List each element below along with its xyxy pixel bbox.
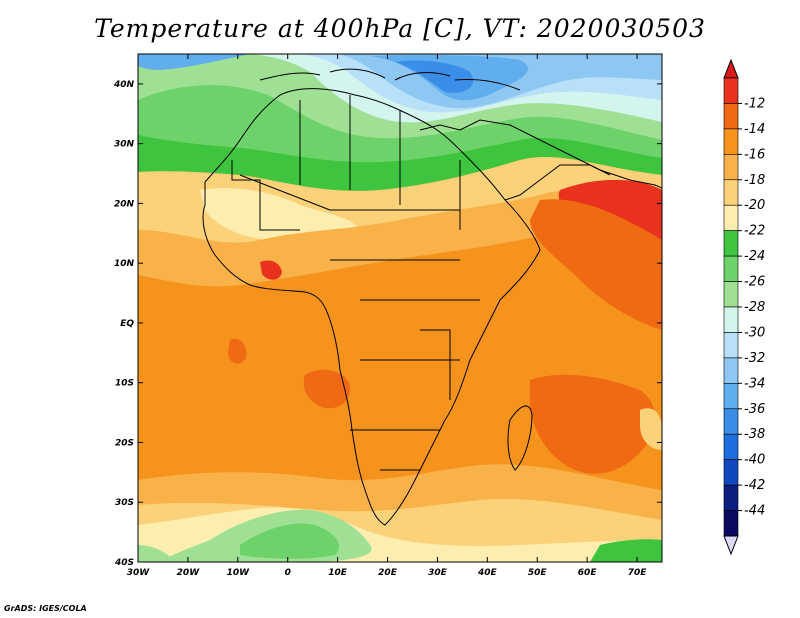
colorbar-swatch <box>723 408 739 435</box>
lat-label: 30S <box>115 498 134 508</box>
colorbar-label: -28 <box>744 300 765 315</box>
colorbar-swatch <box>723 357 739 384</box>
colorbar-swatch <box>723 154 739 181</box>
colorbar-swatch <box>723 230 739 257</box>
lon-label: 60E <box>578 568 598 578</box>
lon-label: 20E <box>378 568 398 578</box>
colorbar-swatch <box>723 306 739 333</box>
colorbar-label: -12 <box>744 96 765 111</box>
colorbar-label: -22 <box>744 224 765 239</box>
lat-label: 10S <box>115 379 134 389</box>
colorbar-swatch <box>723 255 739 282</box>
lat-label: 10N <box>114 259 135 269</box>
map-border <box>137 53 663 563</box>
colorbar-under-arrow <box>723 535 739 556</box>
lon-label: 50E <box>528 568 548 578</box>
credit-text: GrADS: IGES/COLA <box>4 604 87 613</box>
colorbar-label: -36 <box>744 402 765 417</box>
colorbar-over-arrow <box>723 58 739 79</box>
lat-label: EQ <box>120 319 134 329</box>
colorbar-label: -44 <box>744 504 765 519</box>
colorbar: -12 -14 -16 -18 -20 -22 -24 -26 -28 -30 -32 -34 -36 -… <box>723 58 765 556</box>
colorbar-label: -24 <box>744 249 765 264</box>
lat-label: 40S <box>114 558 134 568</box>
colorbar-swatch <box>723 484 739 511</box>
latitude-axis: 40N 30N 20N 10N EQ 10S 20S 30S 40S <box>113 80 662 568</box>
coastlines <box>202 68 662 526</box>
lat-label: 30N <box>114 140 135 150</box>
colorbar-label: -34 <box>744 376 765 391</box>
colorbar-label: -16 <box>744 147 765 162</box>
colorbar-swatch <box>723 433 739 460</box>
colorbar-label: -42 <box>744 478 765 493</box>
colorbar-swatch <box>723 281 739 308</box>
lon-label: 40E <box>477 568 498 578</box>
lon-label: 10W <box>227 568 251 578</box>
colorbar-swatch <box>723 128 739 155</box>
colorbar-swatch <box>723 383 739 410</box>
lon-label: 0 <box>285 568 291 578</box>
longitude-axis: 30W 20W 10W 0 10E 20E 30E 40E 50E 60E 70E <box>127 54 647 578</box>
lat-label: 20S <box>115 438 134 448</box>
colorbar-label: -32 <box>744 351 765 366</box>
colorbar-swatch <box>723 459 739 486</box>
lon-label: 70E <box>628 568 648 578</box>
colorbar-label: -26 <box>744 275 765 290</box>
temperature-field <box>138 54 662 562</box>
lat-label: 20N <box>114 199 135 209</box>
map-title: Temperature at 400hPa [C], VT: 202003050… <box>94 14 706 43</box>
colorbar-swatch <box>723 332 739 359</box>
colorbar-label: -18 <box>744 173 765 188</box>
lon-label: 20W <box>177 568 201 578</box>
colorbar-swatch <box>723 510 739 537</box>
colorbar-swatch <box>723 204 739 231</box>
lon-label: 30E <box>428 568 448 578</box>
colorbar-label: -30 <box>744 325 765 340</box>
lon-label: 10E <box>328 568 348 578</box>
lat-label: 40N <box>113 80 135 90</box>
colorbar-swatch <box>723 103 739 130</box>
colorbar-label: -14 <box>744 122 765 137</box>
lon-label: 30W <box>127 568 151 578</box>
colorbar-label: -38 <box>744 427 765 442</box>
colorbar-swatch <box>723 77 739 104</box>
colorbar-swatch <box>723 179 739 206</box>
colorbar-label: -20 <box>744 198 765 213</box>
colorbar-label: -40 <box>744 453 765 468</box>
